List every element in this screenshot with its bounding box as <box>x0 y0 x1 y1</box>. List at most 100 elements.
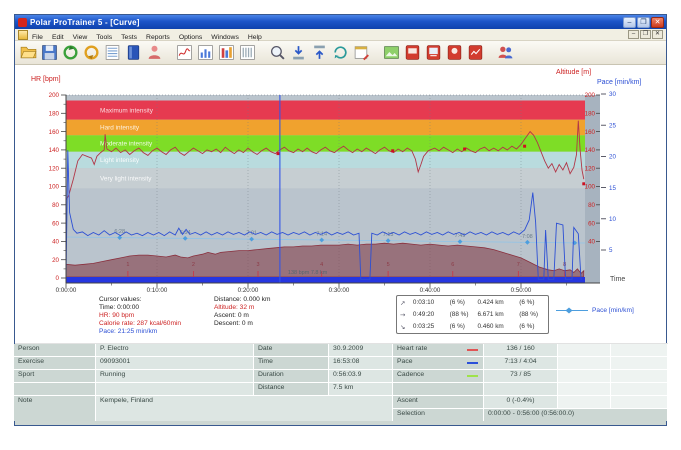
training-diary-button[interactable] <box>124 43 143 62</box>
empty-cell <box>558 344 610 356</box>
hr-tick-label: 0 <box>56 275 60 282</box>
split-pace-label: 6:54 <box>180 230 191 236</box>
intensity-band-label: Light intensity <box>100 157 140 164</box>
mdi-close-button[interactable]: ✕ <box>652 30 663 39</box>
pace-legend: Pace [min/km] <box>556 306 634 315</box>
intensity-band-label: Maximum intensity <box>100 107 154 114</box>
menu-view[interactable]: View <box>72 33 88 41</box>
close-button[interactable]: ✕ <box>651 16 664 28</box>
menu-file[interactable]: File <box>32 33 43 41</box>
altitude-tick-label: 60 <box>588 220 595 227</box>
hr-tick-label: 20 <box>52 257 59 264</box>
note-value: Kempele, Finland <box>96 396 392 421</box>
upload-data-button[interactable] <box>310 43 329 62</box>
training-plan-button[interactable] <box>352 43 371 62</box>
download-data-button[interactable] <box>289 43 308 62</box>
bar-view-button[interactable] <box>196 43 215 62</box>
curve-view-icon <box>177 45 192 60</box>
split-pace-label: 7:14 <box>316 232 327 238</box>
time-label: Time <box>254 357 328 369</box>
pace-legend-label: Pace [min/km] <box>592 307 634 314</box>
report-red-b-button[interactable] <box>424 43 443 62</box>
split-marker <box>117 235 123 240</box>
date-label: Date <box>254 344 328 356</box>
window-title: Polar ProTrainer 5 - [Curve] <box>30 17 140 27</box>
panel-divider <box>15 343 668 344</box>
report-red-c-button[interactable] <box>445 43 464 62</box>
pace-tick-label: 15 <box>609 185 616 192</box>
hr-tick-label: 140 <box>49 147 60 154</box>
pace-label: Pace <box>393 357 483 369</box>
update-clock-button[interactable] <box>331 43 350 62</box>
menu-options[interactable]: Options <box>178 33 203 41</box>
report-red-d-icon <box>468 45 483 60</box>
athlete-info-button[interactable] <box>145 43 164 62</box>
transfer-from-device-button[interactable] <box>61 43 80 62</box>
heart-rate-label: Heart rate <box>393 344 483 356</box>
minimize-button[interactable]: – <box>623 16 636 28</box>
transfer-to-device-button[interactable] <box>82 43 101 62</box>
training-diary-icon <box>127 45 140 60</box>
cursor-values-block: Cursor values: Time: 0:00:00 HR: 90 bpm Cal… <box>99 296 181 336</box>
curve-window-icon <box>18 29 28 40</box>
mdi-minimize-button[interactable]: – <box>628 30 639 39</box>
cursor-value-line: HR: 90 bpm <box>99 312 135 319</box>
exercise-label: Exercise <box>14 357 95 369</box>
cadence-label: Cadence <box>393 370 483 382</box>
hr-lap-marker <box>582 182 586 186</box>
menu-edit[interactable]: Edit <box>51 33 64 41</box>
cursor-value-line: Descent: 0 m <box>214 320 253 327</box>
toolbar <box>15 41 666 65</box>
zoom-tool-button[interactable] <box>268 43 287 62</box>
summary-row-descent-arrow: ↘ 0:03:25 (6 %) 0.460 km (6 %) <box>400 323 535 331</box>
mdi-restore-button[interactable]: ❐ <box>640 30 651 39</box>
km-marker-label: 1 <box>126 262 129 268</box>
report-red-d-button[interactable] <box>466 43 485 62</box>
heart-rate-value: 136 / 160 <box>484 344 557 356</box>
time-tick-label: 0:00:00 <box>56 287 77 294</box>
menu-tests[interactable]: Tests <box>121 33 138 41</box>
split-marker <box>319 237 325 243</box>
cursor-value-line: Time: 0:00:00 <box>99 304 140 311</box>
empty-cell <box>558 370 610 382</box>
ascent-arrow-icon: ↗ <box>400 299 406 307</box>
duration-label: Duration <box>254 370 328 382</box>
report-red-b-icon <box>426 45 441 60</box>
maximize-button[interactable]: ❐ <box>637 16 650 28</box>
exercise-list-button[interactable] <box>103 43 122 62</box>
picture-report-button[interactable] <box>382 43 401 62</box>
split-pace-label: 6:28 <box>114 229 125 235</box>
km-marker-label: 5 <box>387 262 390 268</box>
exercise-list-icon <box>105 45 120 60</box>
curve-view-button[interactable] <box>175 43 194 62</box>
hr-lap-marker <box>276 152 280 156</box>
menu-reports[interactable]: Reports <box>146 33 170 41</box>
time-tick-label: 0:30:00 <box>329 287 350 294</box>
person-label: Person <box>14 344 95 356</box>
title-bar: Polar ProTrainer 5 - [Curve] – ❐ ✕ <box>15 15 666 29</box>
open-exercise-button[interactable] <box>19 43 38 62</box>
duration-value: 0:56:03.9 <box>329 370 392 382</box>
cadence-line-icon <box>467 375 478 377</box>
menu-help[interactable]: Help <box>247 33 262 41</box>
cursor-value-line: Ascent: 0 m <box>214 312 249 319</box>
save-button[interactable] <box>40 43 59 62</box>
users-button[interactable] <box>496 43 515 62</box>
km-marker-label: 2 <box>192 262 195 268</box>
menu-windows[interactable]: Windows <box>211 33 239 41</box>
report-red-a-button[interactable] <box>403 43 422 62</box>
ascent-value: 0 (-0.4%) <box>484 396 557 408</box>
distribution-view-button[interactable] <box>217 43 236 62</box>
descent-arrow-icon: ↘ <box>400 323 406 331</box>
hr-tick-label: 60 <box>52 220 59 227</box>
update-clock-icon <box>334 46 347 59</box>
altitude-axis-title: Altitude [m] <box>556 69 592 76</box>
pace-tick-label: 30 <box>609 91 616 98</box>
zoom-tool-icon <box>271 46 285 60</box>
empty-value-cell <box>96 383 253 395</box>
lap-times-button[interactable] <box>238 43 257 62</box>
menu-tools[interactable]: Tools <box>96 33 113 41</box>
pace-tick-label: 10 <box>609 216 616 223</box>
distribution-view-icon <box>219 45 234 60</box>
